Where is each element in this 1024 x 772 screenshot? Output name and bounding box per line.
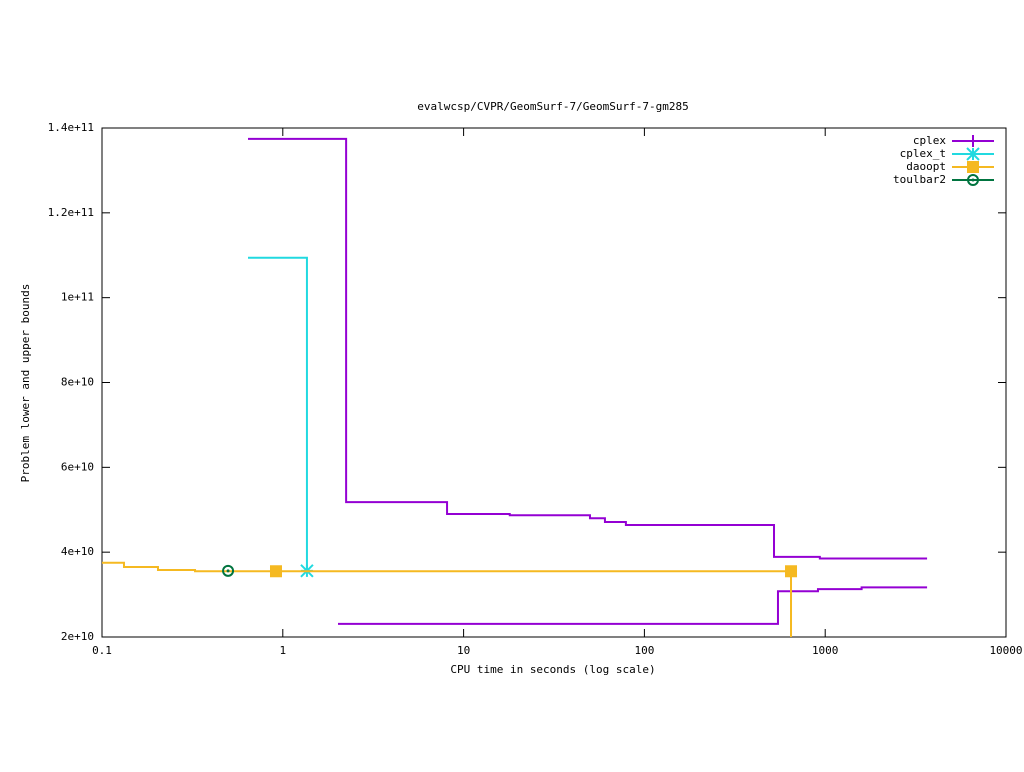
plot-area	[102, 137, 928, 637]
y-tick-label: 1.2e+11	[48, 206, 94, 219]
y-axis-label: Problem lower and upper bounds	[19, 284, 32, 483]
marker-shape	[966, 147, 980, 161]
marker	[966, 147, 980, 161]
y-tick-label: 2e+10	[61, 630, 94, 643]
marker-shape	[967, 174, 979, 186]
x-tick-label: 1	[279, 644, 286, 657]
series-line	[102, 561, 793, 637]
y-tick-label: 8e+10	[61, 376, 94, 389]
marker-shape	[226, 569, 230, 573]
marker-shape	[222, 564, 235, 577]
x-tick-label: 10	[457, 644, 470, 657]
y-tick-label: 1.4e+11	[48, 121, 94, 134]
marker	[967, 174, 979, 186]
legend-label: cplex	[913, 134, 946, 147]
marker	[269, 565, 282, 578]
x-tick-label: 1000	[812, 644, 839, 657]
marker	[967, 161, 979, 173]
marker-shape	[967, 135, 979, 147]
marker	[967, 135, 979, 147]
series-line	[248, 256, 308, 571]
legend-label: toulbar2	[893, 173, 946, 186]
marker	[785, 565, 798, 578]
chart-title: evalwcsp/CVPR/GeomSurf-7/GeomSurf-7-gm28…	[417, 100, 689, 113]
x-axis-label: CPU time in seconds (log scale)	[450, 663, 655, 676]
x-tick-label: 0.1	[92, 644, 112, 657]
marker-shape	[785, 565, 798, 578]
legend-label: daoopt	[906, 160, 946, 173]
marker-shape	[967, 161, 979, 173]
plot-border	[101, 127, 1007, 638]
y-tick-label: 4e+10	[61, 545, 94, 558]
marker	[222, 564, 235, 577]
marker-shape	[269, 565, 282, 578]
y-tick-label: 1e+11	[61, 291, 94, 304]
series-line	[338, 586, 928, 625]
x-tick-label: 100	[634, 644, 654, 657]
x-tick-label: 10000	[989, 644, 1022, 657]
legend-label: cplex_t	[900, 147, 946, 160]
marker-shape	[971, 178, 975, 182]
series-line	[248, 137, 928, 560]
y-tick-label: 6e+10	[61, 460, 94, 473]
